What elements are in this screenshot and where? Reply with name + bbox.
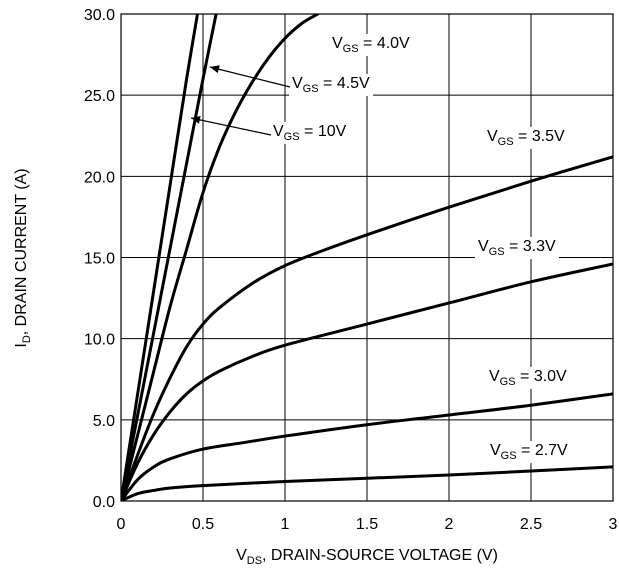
series-line-5 (121, 392, 613, 501)
y-tick-label: 25.0 (84, 88, 115, 105)
series-label-4: VGS = 3.3V (478, 238, 556, 258)
x-tick-label: 0.5 (192, 516, 214, 533)
x-tick-label: 1 (281, 516, 290, 533)
x-tick-label: 2 (445, 516, 454, 533)
series-label-background (487, 441, 572, 463)
plot-frame (120, 13, 614, 502)
series-label-background (270, 122, 350, 144)
annotation-arrowhead (210, 65, 220, 74)
annotation-arrow-line (209, 66, 291, 88)
series-label-background (475, 237, 560, 259)
series-line-6 (121, 465, 613, 501)
series-label-0: VGS = 10V (273, 123, 347, 143)
series-line-4 (121, 262, 613, 501)
series-line-3 (121, 155, 613, 501)
y-tick-label: 15.0 (84, 251, 115, 268)
series-label-background (329, 34, 414, 56)
y-axis-title: ID, DRAIN CURRENT (A) (13, 168, 33, 347)
series-line-0 (121, 14, 199, 501)
y-tick-label: 30.0 (84, 7, 115, 24)
series-label-2: VGS = 4.0V (332, 35, 410, 55)
annotation-arrowhead (191, 115, 201, 124)
x-tick-label: 1.5 (356, 516, 378, 533)
series-group (121, 14, 613, 501)
series-label-6: VGS = 2.7V (490, 442, 568, 462)
x-tick-label: 0 (117, 516, 126, 533)
series-line-2 (121, 14, 320, 501)
series-line-1 (121, 14, 218, 501)
annotation-arrow-line (190, 117, 272, 136)
y-tick-label: 5.0 (93, 413, 115, 430)
series-label-background (484, 127, 569, 149)
series-label-background (289, 74, 374, 96)
curve-labels: VGS = 10V VGS = 4.5V VGS = 4.0V VGS = 3.5V V… (190, 34, 572, 463)
tick-labels: 0 0.5 1 1.5 2 2.5 30.05.010.015.020.025.030.0 (84, 7, 618, 533)
x-axis-title: VDS, DRAIN-SOURCE VOLTAGE (V) (236, 547, 498, 567)
x-tick-label: 2.5 (520, 516, 542, 533)
series-label-1: VGS = 4.5V (292, 75, 370, 95)
y-tick-label: 0.0 (93, 494, 115, 511)
y-tick-label: 20.0 (84, 169, 115, 186)
series-label-5: VGS = 3.0V (489, 368, 567, 388)
series-label-background (486, 367, 571, 389)
x-tick-label: 3 (609, 516, 618, 533)
series-label-3: VGS = 3.5V (487, 128, 565, 148)
y-tick-label: 10.0 (84, 332, 115, 349)
